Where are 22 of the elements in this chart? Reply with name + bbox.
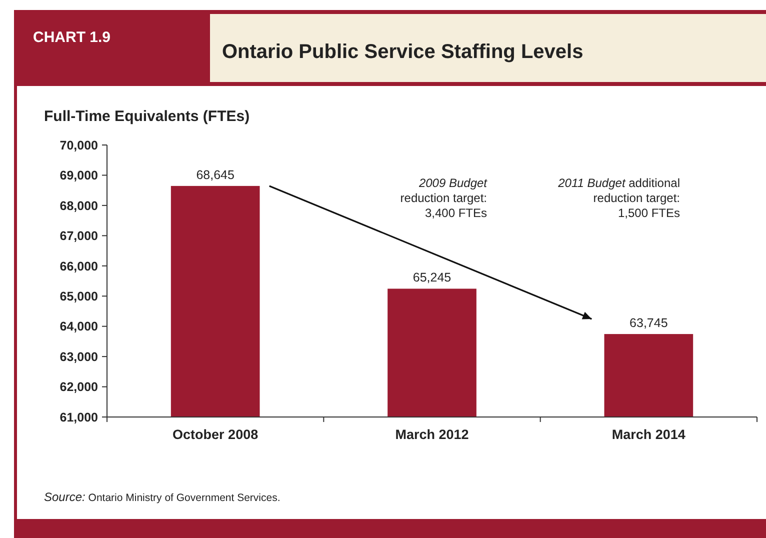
y-tick-label: 66,000 xyxy=(60,259,98,274)
x-tick-label: October 2008 xyxy=(172,427,259,442)
annotation: 2011 Budget additional reduction target: 1,500 FTEs xyxy=(557,176,680,220)
y-axis-title: Full-Time Equivalents (FTEs) xyxy=(44,108,250,125)
data-label: 65,245 xyxy=(412,270,452,285)
source-note: Source: Ontario Ministry of Government Services. xyxy=(44,490,280,504)
x-tick-label: March 2014 xyxy=(612,427,686,442)
x-tick-label: March 2012 xyxy=(395,427,469,442)
y-tick-label: 68,000 xyxy=(60,198,98,213)
annotation: 2009 Budget reduction target: 3,400 FTEs xyxy=(400,176,488,220)
y-tick-label: 63,000 xyxy=(60,350,98,364)
data-label: 68,645 xyxy=(196,168,234,182)
y-tick-label: 62,000 xyxy=(60,380,98,394)
y-tick-label: 65,000 xyxy=(60,289,98,304)
data-label: 63,745 xyxy=(630,316,668,330)
caption: CHART 1.9 xyxy=(33,29,111,46)
y-tick-label: 67,000 xyxy=(60,229,98,244)
y-tick-label: 61,000 xyxy=(60,410,98,424)
y-tick-label: 64,000 xyxy=(60,320,98,334)
y-tick-label: 69,000 xyxy=(60,168,98,183)
y-tick-label: 70,000 xyxy=(60,138,98,152)
chart-title: Ontario Public Service Staffing Levels xyxy=(222,41,584,63)
